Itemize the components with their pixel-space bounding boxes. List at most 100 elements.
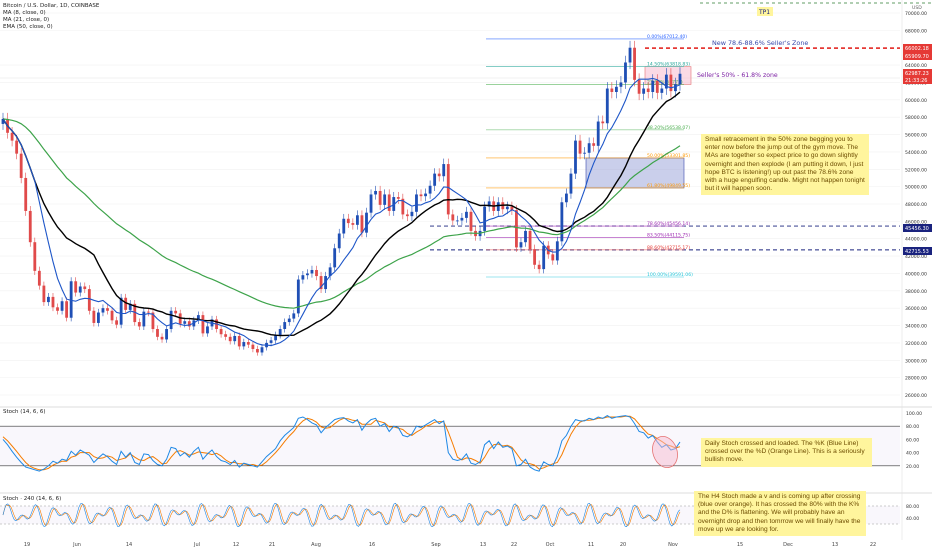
candle-body [187,321,191,327]
price-tag-label: 42715.53 [905,249,929,255]
candle-body [56,307,59,311]
price-tag [903,44,932,52]
candle-body [660,88,664,93]
candle-body [65,301,69,318]
candle-body [633,47,636,80]
candle-body [401,198,405,215]
candle-body [505,206,509,210]
ma21-line [2,91,681,337]
candle-body [560,202,564,242]
fib-label: 100.00%(39591.06) [647,272,693,278]
x-tick-label: 21 [269,542,275,548]
y-tick-label: 54000.00 [905,150,927,156]
symbol-title: Bitcoin / U.S. Dollar, 1D, COINBASE [3,3,100,9]
candle-body [260,347,264,353]
candle-body [442,164,446,177]
candle-body [424,193,427,197]
candle-body [519,242,523,248]
candle-body [487,201,491,207]
candle-body [301,275,305,280]
candle-body [628,47,632,63]
y-tick-label: 68000.00 [905,28,927,34]
candle-body [78,286,82,293]
stoch-title: Stoch (14, 6, 6) [3,409,46,415]
candle-body [583,152,586,154]
candle-body [146,311,150,313]
candle-body [92,310,96,323]
x-tick-label: 15 [737,542,743,548]
sellers-zone-label: New 78.6-88.6% Seller's Zone [712,39,808,47]
candle-body [446,164,450,215]
x-tick-label: 12 [233,542,239,548]
stoch240-panel: 40.00 80.00 [0,492,932,528]
candle-body [10,132,14,141]
ma8-legend: MA (8, close, 0) [3,10,46,16]
candle-body [451,214,455,221]
stoch240-tick: 80.00 [906,504,919,510]
fib-label: 83.50%(44115.75) [647,233,690,239]
stoch240-d-line [2,504,681,526]
x-tick-label: Oct [546,542,555,548]
candle-body [160,336,164,340]
candle-body [274,335,278,341]
candle-body [678,73,682,85]
x-tick-label: 11 [588,542,594,548]
stoch-k-line [2,415,681,472]
y-tick-label: 50000.00 [905,185,927,191]
fib-label: 38.20%(56538.07) [647,125,690,131]
candle-body [428,185,432,194]
candle-body [460,217,464,221]
candle-body [524,230,527,243]
candle-body [655,80,659,93]
x-tick-label: Nov [668,542,678,548]
price-tag-label: 21:33:26 [905,78,927,84]
candle-body [33,242,37,271]
fib-label: 0.00%(67012.40) [647,34,687,40]
price-tag [903,224,932,232]
candle-body [278,329,282,336]
fib-label: 61.80%(49849.55) [647,183,690,189]
candle-body [224,334,228,337]
candle-body [351,223,355,225]
candle-body [624,62,627,83]
x-tick-label: Jun [72,542,81,548]
candle-body [410,211,414,217]
candle-body [310,269,314,274]
x-tick-label: 13 [480,542,486,548]
stoch-tick: 20.00 [906,464,919,470]
stoch240-title: Stoch · 240 (14, 6, 6) [3,496,62,502]
tp1-badge [757,7,773,16]
candle-body [342,218,346,234]
candle-body [601,121,605,124]
candle-body [292,313,296,319]
candle-body [196,315,200,321]
candle-body [405,214,409,217]
candle-body [533,249,537,265]
x-tick-label: 19 [24,542,30,548]
candle-body [455,220,459,222]
candle-body [578,140,582,154]
y-tick-label: 46000.00 [905,219,927,225]
candle-body [515,210,518,248]
candle-body [664,74,668,89]
stoch-tick: 40.00 [906,451,919,457]
candle-body [228,336,232,342]
y-tick-label: 42000.00 [905,254,927,260]
y-tick-label: 70000.00 [905,11,927,17]
candle-body [496,202,500,211]
candle-body [392,197,396,211]
ema50-line [2,118,681,309]
candle-body [346,218,350,224]
stoch-d-line [2,415,681,471]
candle-body [528,230,532,250]
x-tick-label: 22 [511,542,517,548]
candle-body [592,143,596,146]
candle-body [169,310,173,330]
candle-body [587,143,591,153]
candle-body [565,193,568,203]
y-tick-label: 32000.00 [905,341,927,347]
price-tag [903,69,932,77]
y-tick-label: 38000.00 [905,289,927,295]
price-grid [0,12,900,396]
candle-body [319,276,323,290]
